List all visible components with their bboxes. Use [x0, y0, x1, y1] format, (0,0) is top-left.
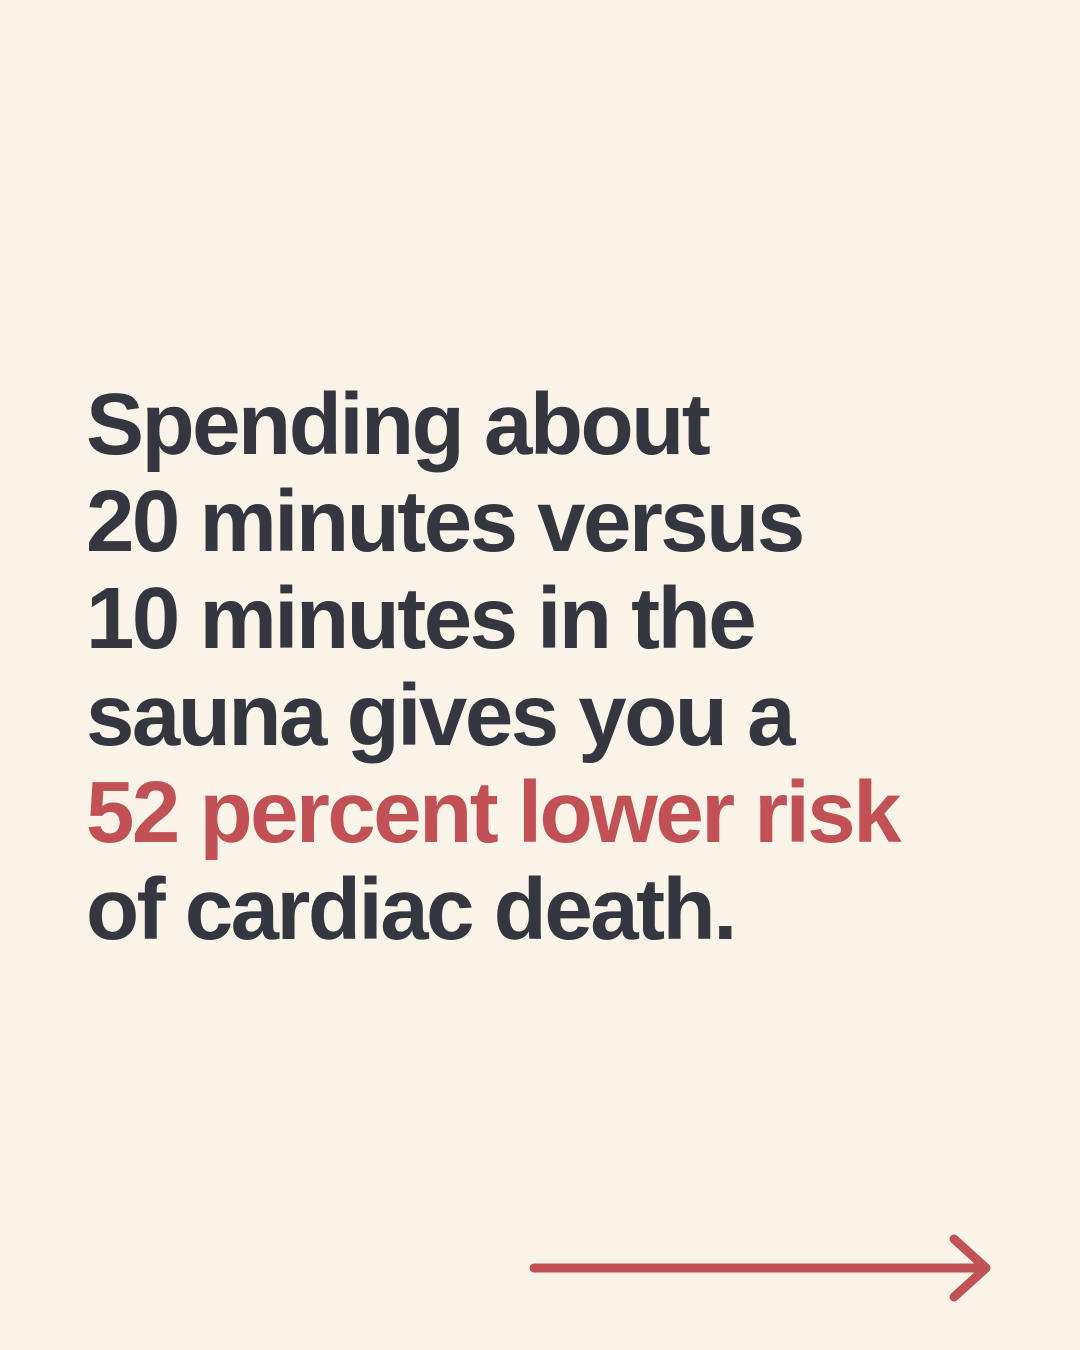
headline-line-4: sauna gives you a: [86, 667, 795, 764]
headline-line-2: 20 minutes versus: [86, 473, 805, 570]
headline-line-1: Spending about: [86, 376, 711, 473]
arrow-right-icon: [529, 1234, 991, 1302]
headline-line-5-highlight: 52 percent lower risk: [86, 764, 902, 861]
headline: Spending about 20 minutes versus 10 minu…: [86, 376, 1026, 958]
headline-line-3: 10 minutes in the: [86, 570, 757, 667]
next-slide-arrow: [528, 1228, 1006, 1308]
headline-line-6: of cardiac death.: [86, 861, 737, 958]
